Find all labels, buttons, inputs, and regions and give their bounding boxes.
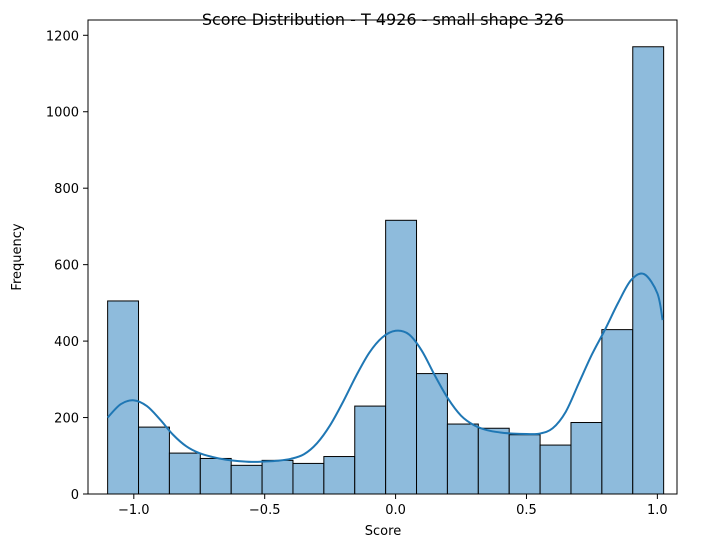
histogram-bar — [508, 434, 541, 495]
y-tick-label: 1000 — [46, 106, 79, 121]
histogram-bar — [138, 426, 170, 495]
plot-frame — [87, 19, 678, 495]
histogram-bar — [199, 457, 232, 495]
kde-curve — [106, 272, 664, 463]
histogram-bar — [323, 456, 356, 495]
histogram-bar — [230, 464, 263, 495]
x-tick-label: 0.0 — [385, 503, 406, 518]
histogram-bar — [601, 329, 634, 495]
histogram-bar — [354, 405, 387, 495]
x-tick-label: 0.5 — [516, 503, 537, 518]
histogram-bar — [261, 459, 294, 495]
histogram-bar — [539, 444, 572, 495]
histogram-bar — [570, 422, 603, 495]
histogram-bar — [446, 423, 479, 495]
y-tick-label: 200 — [54, 412, 79, 427]
x-tick-label: −0.5 — [249, 503, 281, 518]
y-tick-label: 0 — [71, 488, 79, 503]
histogram-bar — [168, 452, 201, 495]
histogram-bar — [477, 427, 510, 495]
y-tick-label: 400 — [54, 335, 79, 350]
histogram-bar — [385, 219, 418, 495]
y-axis-label: Frequency — [10, 223, 25, 290]
histogram-bar — [632, 46, 665, 495]
x-tick-label: 1.0 — [647, 503, 668, 518]
x-tick-label: −1.0 — [118, 503, 150, 518]
x-axis-ticks: −1.0 −0.5 0.0 0.5 1.0 — [118, 494, 668, 518]
histogram-bar — [107, 300, 140, 495]
y-tick-label: 1200 — [46, 29, 79, 44]
y-tick-label: 600 — [54, 259, 79, 274]
histogram-bar — [292, 462, 325, 495]
histogram-bars — [107, 46, 665, 495]
y-axis-ticks: 0 200 400 600 800 1000 1200 — [46, 29, 88, 503]
y-tick-label: 800 — [54, 182, 79, 197]
x-axis-label: Score — [365, 524, 401, 539]
